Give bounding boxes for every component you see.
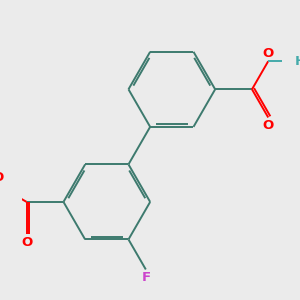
Text: O: O <box>262 47 274 60</box>
Text: O: O <box>0 170 4 184</box>
Text: O: O <box>262 119 274 132</box>
Text: F: F <box>141 271 150 284</box>
Text: H: H <box>295 55 300 68</box>
Text: O: O <box>21 236 32 249</box>
